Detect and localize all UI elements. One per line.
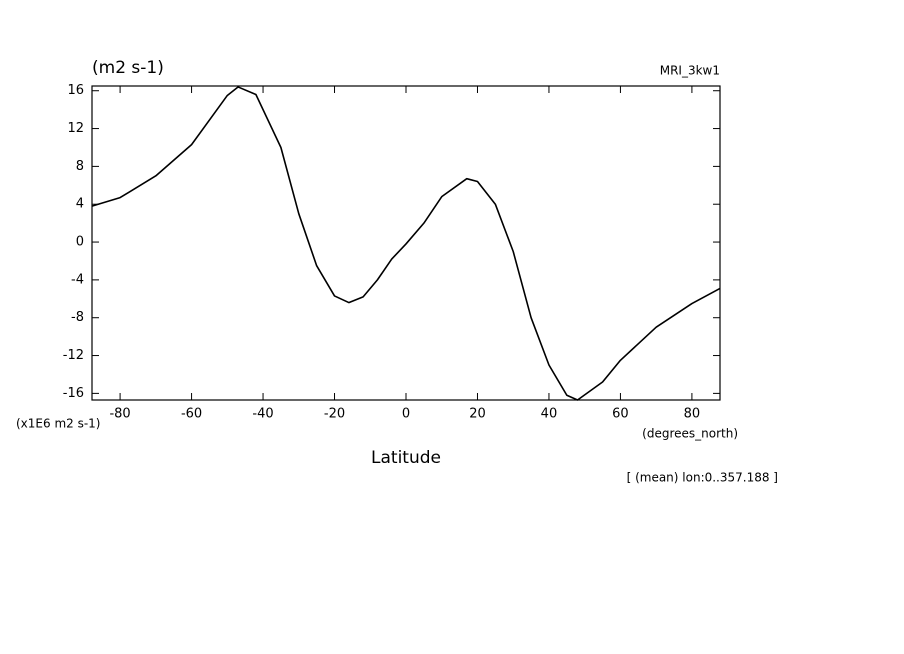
x-tick-label: 80 — [684, 407, 701, 422]
y-tick-label: -12 — [63, 348, 84, 363]
x-tick-label: -40 — [252, 407, 273, 422]
x-axis-label: Latitude — [371, 448, 441, 468]
data-line — [91, 86, 721, 401]
x-tick-label: -60 — [181, 407, 202, 422]
y-axis-label: (x1E6 m2 s-1) — [16, 417, 101, 431]
y-tick-label: 8 — [76, 159, 84, 174]
y-tick-label: -4 — [71, 272, 84, 287]
y-tick-label: -16 — [63, 386, 84, 401]
annotation: [ (mean) lon:0..357.188 ] — [627, 471, 778, 485]
y-tick-label: 12 — [67, 121, 84, 136]
y-tick-label: 4 — [76, 197, 84, 212]
x-tick-label: 0 — [402, 407, 410, 422]
x-tick-label: -20 — [324, 407, 345, 422]
x-tick-label: 40 — [541, 407, 558, 422]
x-tick-label: -80 — [109, 407, 130, 422]
x-tick-label: 20 — [469, 407, 486, 422]
chart-title: (m2 s-1) — [92, 58, 164, 78]
chart-subtitle: MRI_3kw1 — [660, 64, 720, 78]
x-axis-units: (degrees_north) — [642, 427, 738, 441]
y-tick-label: 16 — [67, 83, 84, 98]
x-tick-label: 60 — [612, 407, 629, 422]
y-tick-label: -8 — [71, 310, 84, 325]
y-tick-label: 0 — [76, 235, 84, 250]
